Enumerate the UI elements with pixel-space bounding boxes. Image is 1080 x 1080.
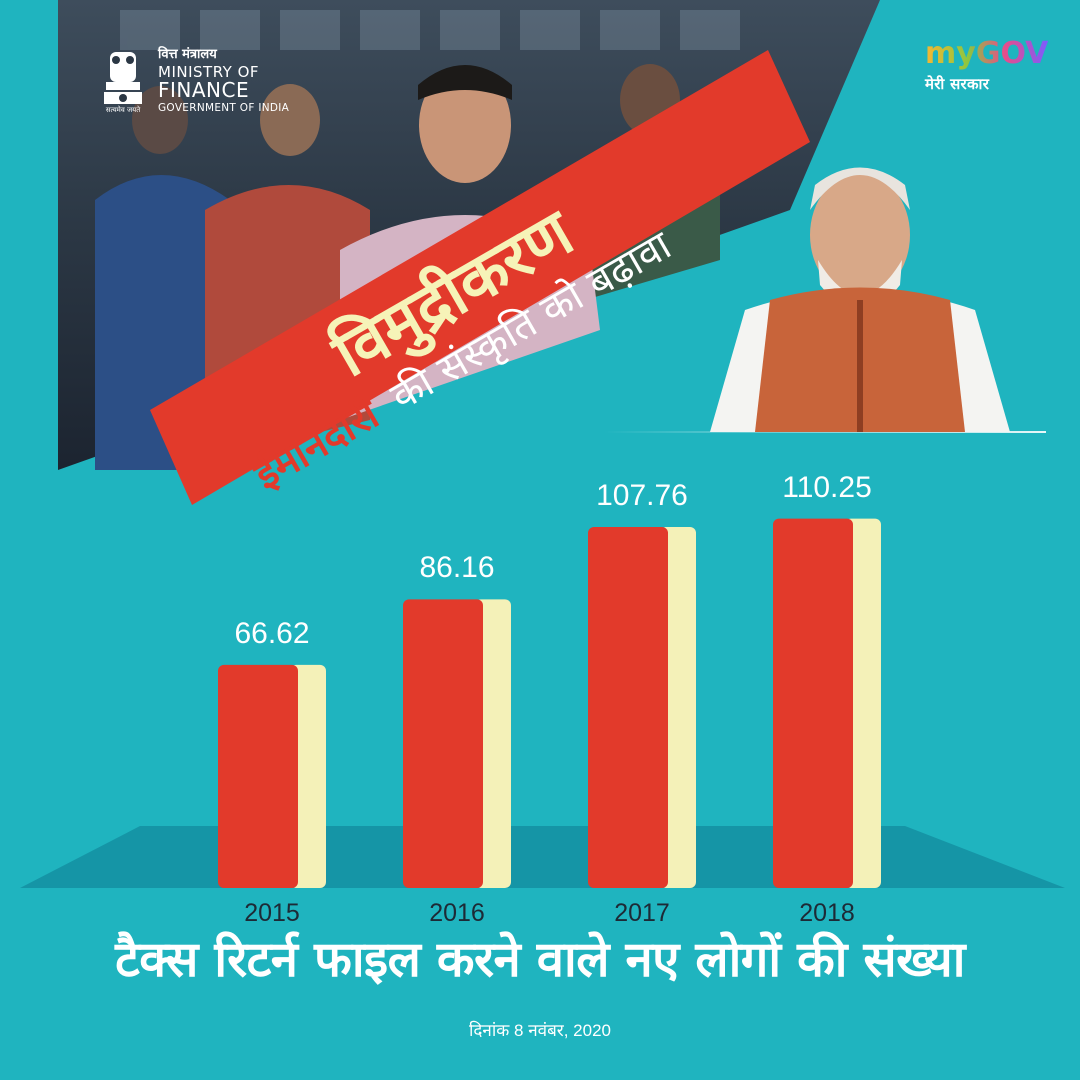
mygov-logo: myGOV मेरी सरकार	[925, 36, 1049, 130]
bar-2017	[588, 527, 668, 888]
bar-2016	[403, 599, 483, 888]
ministry-logo: सत्यमेव जयते वित्त मंत्रालय MINISTRY OF …	[100, 48, 320, 118]
ministry-line3: GOVERNMENT OF INDIA	[158, 102, 290, 115]
bar-2018	[773, 518, 853, 888]
data-label-2017: 107.76	[596, 479, 688, 512]
ministry-line2: FINANCE	[158, 78, 250, 103]
ministry-line1: MINISTRY OF	[158, 62, 260, 81]
data-label-2016: 86.16	[419, 551, 495, 585]
x-tick-2018: 2018	[799, 899, 855, 927]
mygov-wordmark: myGOV	[925, 36, 1049, 71]
ministry-hindi-name: वित्त मंत्रालय	[158, 47, 217, 62]
ashoka-emblem-icon	[104, 52, 142, 104]
x-tick-2015: 2015	[244, 899, 300, 927]
data-label-2015: 66.62	[234, 616, 310, 650]
bar-2015	[218, 664, 298, 888]
chart-title: टैक्स रिटर्न फाइल करने वाले नए लोगों की …	[115, 931, 965, 988]
x-tick-2016: 2016	[429, 899, 485, 927]
data-label-2018: 110.25	[782, 470, 872, 504]
footer-date: दिनांक 8 नवंबर, 2020	[468, 1021, 612, 1040]
bar-shadow-2015	[290, 664, 326, 888]
x-tick-2017: 2017	[614, 899, 670, 927]
portrait	[710, 167, 1010, 432]
banner-ribbon	[150, 50, 810, 505]
bar-shadow-2016	[475, 599, 511, 888]
bar-shadow-2017	[660, 527, 696, 888]
mygov-tagline: मेरी सरकार	[925, 75, 990, 93]
emblem-caption: सत्यमेव जयते	[105, 106, 141, 114]
bar-shadow-2018	[845, 518, 881, 888]
